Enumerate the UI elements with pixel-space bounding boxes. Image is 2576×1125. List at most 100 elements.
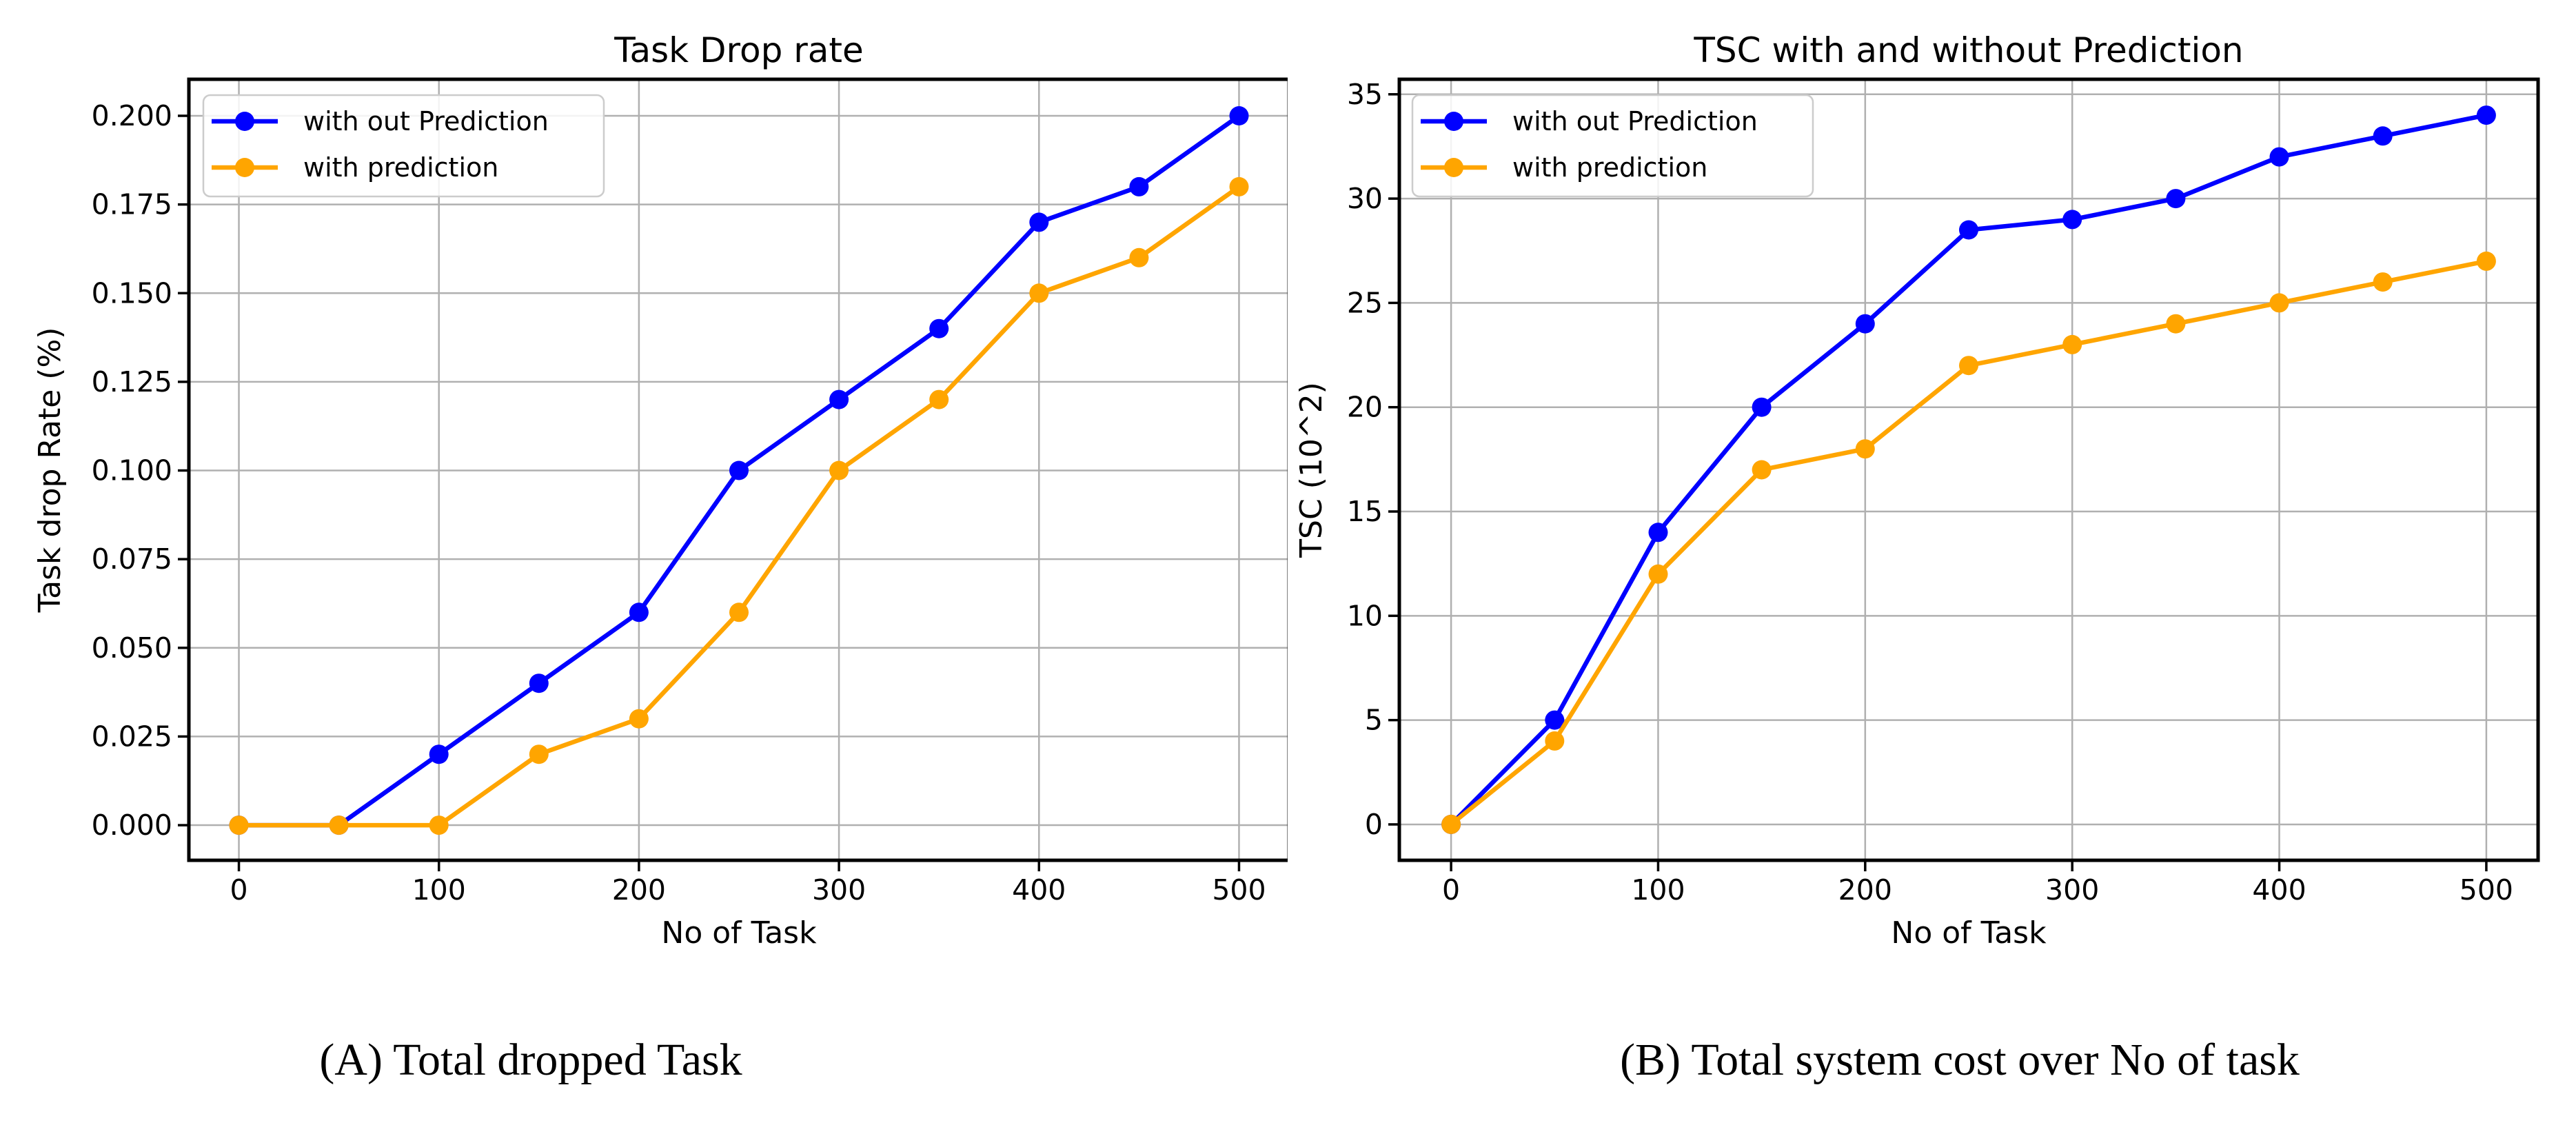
series-marker-with-prediction <box>329 815 349 835</box>
x-tick-label: 300 <box>2045 873 2099 906</box>
axis-ticks: 0 100 200 300 400 500 0 5 10 15 20 25 30 35 <box>1347 78 2513 906</box>
y-tick-label: 5 <box>1365 704 1383 737</box>
series-marker-with-prediction <box>529 744 549 764</box>
series-marker-with-prediction <box>1752 460 1772 480</box>
grid <box>1399 79 2538 860</box>
series-marker-with-prediction <box>2476 251 2496 271</box>
series-marker-with-prediction <box>729 602 749 622</box>
series-marker-with-out-prediction <box>729 460 749 480</box>
series-marker-with-prediction <box>2269 293 2289 313</box>
y-tick-label: 0.000 <box>92 809 172 842</box>
series-marker-with-out-prediction <box>2476 105 2496 125</box>
legend-marker-sample <box>1444 158 1463 177</box>
x-tick-label: 0 <box>1442 873 1460 906</box>
x-axis-label: No of Task <box>661 915 817 951</box>
x-tick-label: 500 <box>1212 873 1266 906</box>
series-marker-with-out-prediction <box>1752 397 1772 417</box>
series-line-with-prediction <box>1448 259 2489 827</box>
legend-box <box>1411 94 1814 198</box>
series-marker-with-out-prediction <box>529 673 549 693</box>
series-marker-with-out-prediction <box>629 602 649 622</box>
series-marker-with-prediction <box>1029 283 1049 303</box>
x-tick-label: 100 <box>1631 873 1685 906</box>
x-tick-label: 200 <box>1838 873 1892 906</box>
series-marker-with-prediction <box>1545 731 1565 751</box>
series-with-prediction <box>229 176 1249 835</box>
series-marker-with-out-prediction <box>929 318 949 338</box>
series-marker-with-out-prediction <box>1648 523 1668 543</box>
chart-title: Task Drop rate <box>613 30 864 70</box>
y-tick-label: 10 <box>1347 599 1383 632</box>
x-axis-label: No of Task <box>1891 915 2047 951</box>
chart-title: TSC with and without Prediction <box>1693 30 2243 70</box>
y-tick-label: 25 <box>1347 286 1383 319</box>
y-tick-label: 15 <box>1347 495 1383 528</box>
x-tick-label: 400 <box>2252 873 2306 906</box>
series-marker-with-out-prediction <box>2269 147 2289 167</box>
series-marker-with-out-prediction <box>829 389 849 409</box>
y-tick-label: 0.075 <box>92 543 172 576</box>
caption-total-dropped-task: (A) Total dropped Task <box>319 1035 742 1085</box>
series-marker-with-out-prediction <box>429 744 449 764</box>
series-marker-with-out-prediction <box>1129 176 1149 196</box>
series-marker-with-out-prediction <box>2062 210 2082 230</box>
legend: with out Prediction with prediction <box>1411 94 1814 198</box>
series-marker-with-out-prediction <box>1855 314 1875 334</box>
axis-ticks: 0 100 200 300 400 500 0.000 0.025 0.050 0.075 0.10… <box>92 99 1266 906</box>
y-tick-label: 0 <box>1365 808 1383 841</box>
series-marker-with-out-prediction <box>1545 710 1565 730</box>
series-marker-with-out-prediction <box>2166 189 2186 209</box>
x-tick-label: 200 <box>612 873 666 906</box>
plot-border <box>1397 77 2540 862</box>
series-marker-with-prediction <box>829 460 849 480</box>
legend-marker-sample <box>1444 112 1463 131</box>
grid <box>189 79 1288 860</box>
series-marker-with-prediction <box>429 815 449 835</box>
line-chart-task-drop-rate: 0 100 200 300 400 500 0.000 0.025 0.050 0.075 0.10… <box>32 30 1288 951</box>
series-marker-with-out-prediction <box>1959 220 1978 240</box>
series-marker-with-prediction <box>2373 272 2393 292</box>
y-tick-label: 0.050 <box>92 631 172 665</box>
series-marker-with-prediction <box>2062 334 2082 354</box>
series-marker-with-prediction <box>1959 356 1978 376</box>
legend-marker-sample <box>235 158 254 177</box>
x-tick-label: 500 <box>2460 873 2513 906</box>
x-tick-label: 0 <box>230 873 247 906</box>
y-tick-label: 0.150 <box>92 276 172 310</box>
series-marker-with-out-prediction <box>1029 212 1049 232</box>
series-marker-with-prediction <box>1441 814 1461 834</box>
legend: with out Prediction with prediction <box>202 94 605 198</box>
caption-total-system-cost: (B) Total system cost over No of task <box>1620 1035 2300 1085</box>
y-tick-label: 0.025 <box>92 720 172 753</box>
y-tick-label: 30 <box>1347 182 1383 215</box>
y-tick-label: 20 <box>1347 391 1383 424</box>
series-marker-with-prediction <box>1229 176 1249 196</box>
x-tick-label: 400 <box>1012 873 1066 906</box>
legend-marker-sample <box>235 112 254 131</box>
series-marker-with-out-prediction <box>2373 126 2393 146</box>
series-with-out-prediction <box>1441 105 2496 834</box>
series-marker-with-prediction <box>1648 564 1668 584</box>
series-with-prediction <box>1441 251 2496 834</box>
series-marker-with-prediction <box>1129 247 1149 267</box>
series-marker-with-prediction <box>2166 314 2186 334</box>
series-marker-with-prediction <box>929 389 949 409</box>
y-axis-label: Task drop Rate (%) <box>32 327 68 614</box>
series-marker-with-prediction <box>229 815 249 835</box>
legend-box <box>202 94 605 198</box>
y-tick-label: 0.200 <box>92 99 172 132</box>
series-marker-with-prediction <box>1855 439 1875 459</box>
y-tick-label: 0.100 <box>92 454 172 487</box>
series-marker-with-out-prediction <box>1229 106 1249 125</box>
legend-label: with prediction <box>1512 152 1707 183</box>
x-tick-label: 300 <box>812 873 866 906</box>
y-tick-label: 35 <box>1347 78 1383 111</box>
legend-label: with out Prediction <box>1512 106 1758 136</box>
x-tick-label: 100 <box>412 873 466 906</box>
y-tick-label: 0.175 <box>92 188 172 221</box>
line-chart-tsc-prediction: 0 100 200 300 400 500 0 5 10 15 20 25 30 35 TSC with a… <box>1294 30 2540 951</box>
series-line-with-prediction <box>236 184 1241 828</box>
series-marker-with-prediction <box>629 709 649 729</box>
legend-label: with out Prediction <box>303 106 549 136</box>
y-tick-label: 0.125 <box>92 365 172 398</box>
